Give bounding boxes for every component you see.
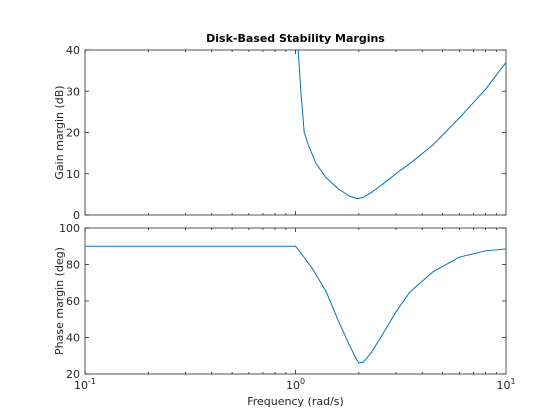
gain-y-tick-label: 10 [66, 168, 80, 181]
phase-series-line [85, 245, 506, 364]
x-tick-label: 101 [496, 377, 515, 392]
phase-y-tick-label: 60 [66, 295, 80, 308]
phase-y-tick-label: 40 [66, 332, 80, 345]
phase-axes-box [84, 227, 507, 375]
phase-y-tick-label: 80 [66, 259, 80, 272]
gain-y-axis-label: Gain margin (dB) [53, 85, 66, 179]
gain-y-tick-label: 40 [66, 44, 80, 57]
phase-y-axis-label: Phase margin (deg) [53, 247, 66, 355]
x-tick-label: 10-1 [74, 377, 96, 392]
gain-series-line [297, 50, 506, 199]
gain-y-tick-label: 20 [66, 127, 80, 140]
gain-y-tick-label: 0 [73, 209, 80, 222]
gain-axes-box [84, 49, 507, 216]
gain-y-tick-label: 30 [66, 85, 80, 98]
x-tick-label: 100 [286, 377, 305, 392]
chart-title: Disk-Based Stability Margins [206, 32, 385, 45]
phase-y-tick-label: 20 [66, 368, 80, 381]
phase-y-tick-label: 100 [59, 222, 80, 235]
x-axis-label: Frequency (rad/s) [247, 395, 344, 408]
